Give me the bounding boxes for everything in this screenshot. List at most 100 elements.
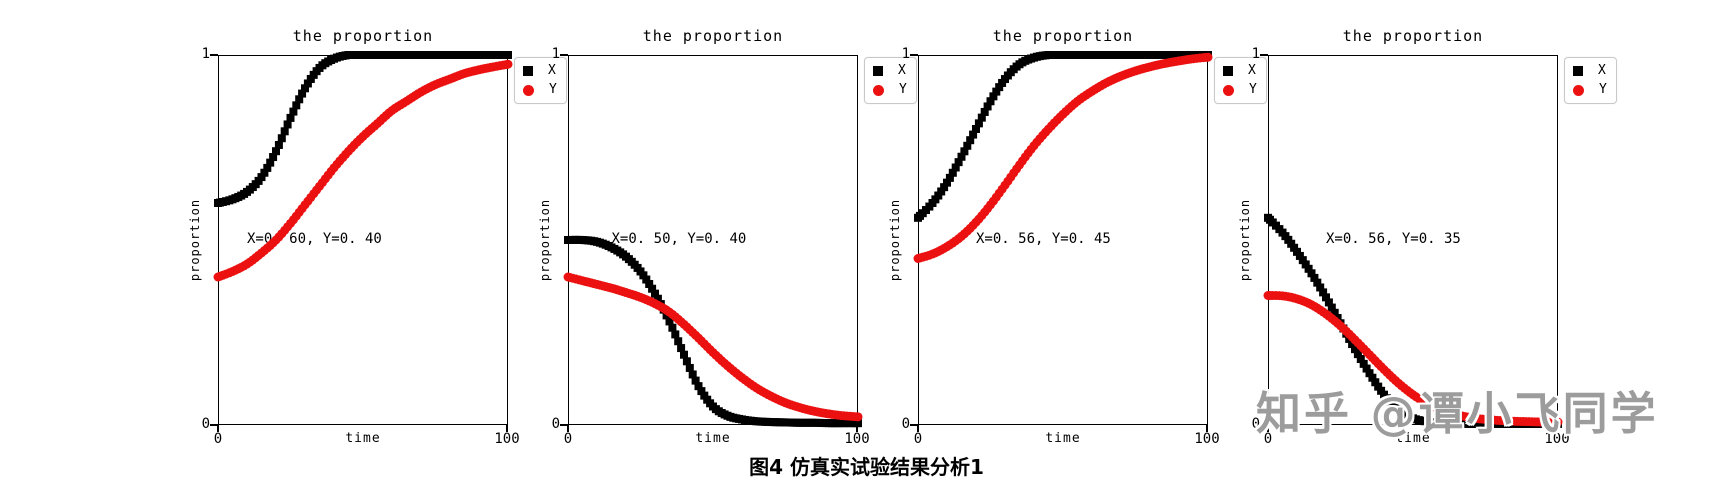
x-axis-label: time bbox=[345, 431, 381, 446]
x-tick-mark-right bbox=[856, 425, 858, 432]
legend-label-y: Y bbox=[1249, 82, 1257, 97]
black-square-marker-icon bbox=[1573, 66, 1583, 76]
y-series-curve bbox=[213, 59, 513, 282]
x-tick-mark-right bbox=[1556, 425, 1558, 432]
x-axis-label: time bbox=[695, 431, 731, 446]
y-tick-mark-top bbox=[1260, 54, 1268, 56]
black-square-marker-icon bbox=[523, 66, 533, 76]
initial-values-annotation: X=0. 50, Y=0. 40 bbox=[611, 231, 747, 247]
y-series-curve bbox=[913, 52, 1213, 263]
legend-item-y: Y bbox=[873, 82, 907, 98]
black-square-marker-icon bbox=[1223, 66, 1233, 76]
series-plot bbox=[563, 55, 863, 428]
y-axis-label: proportion bbox=[538, 198, 552, 282]
plot-spines bbox=[568, 55, 858, 425]
series-plot bbox=[913, 51, 1213, 425]
x-tick-label-left: 0 bbox=[913, 431, 923, 447]
legend-label-x: X bbox=[1598, 63, 1606, 78]
y-tick-mark-bottom bbox=[210, 424, 218, 426]
initial-values-annotation: X=0. 56, Y=0. 45 bbox=[976, 231, 1111, 247]
y-tick-label-top: 1 bbox=[901, 46, 910, 62]
red-circle-marker-icon bbox=[1223, 84, 1234, 96]
legend: X Y bbox=[864, 57, 917, 104]
chart-title: the proportion bbox=[642, 27, 784, 45]
x-tick-label-right: 100 bbox=[1194, 431, 1220, 447]
x-tick-mark-left bbox=[1267, 425, 1269, 432]
y-tick-label-bottom: 0 bbox=[201, 416, 210, 432]
y-axis-label: proportion bbox=[188, 198, 202, 282]
legend-item-x: X bbox=[873, 63, 907, 79]
legend-label-y: Y bbox=[899, 82, 907, 97]
legend-item-y: Y bbox=[523, 82, 557, 98]
red-circle-marker-icon bbox=[523, 84, 534, 96]
x-tick-mark-left bbox=[567, 425, 569, 432]
plot-area: X=0. 60, Y=0. 40 bbox=[213, 51, 513, 425]
watermark: 知乎 @谭小飞同学 bbox=[1256, 387, 1659, 440]
legend-item-x: X bbox=[1573, 63, 1607, 79]
chart-title: the proportion bbox=[992, 27, 1134, 45]
plot-area: X=0. 56, Y=0. 35 bbox=[1263, 55, 1563, 428]
y-axis-label: proportion bbox=[1238, 198, 1252, 282]
black-square-marker-icon bbox=[873, 66, 883, 76]
legend-label-y: Y bbox=[549, 82, 557, 97]
legend-item-y: Y bbox=[1223, 82, 1257, 98]
x-tick-mark-left bbox=[917, 425, 919, 432]
y-tick-mark-top bbox=[210, 54, 218, 56]
y-tick-mark-bottom bbox=[1260, 424, 1268, 426]
legend-label-x: X bbox=[898, 63, 906, 78]
legend-item-y: Y bbox=[1573, 82, 1607, 98]
series-plot bbox=[1263, 55, 1563, 428]
legend: X Y bbox=[1564, 57, 1617, 104]
chart-panel-2: the proportion proportion 1 0 0 100 time… bbox=[518, 0, 917, 480]
x-axis-label: time bbox=[1395, 431, 1431, 446]
x-tick-mark-left bbox=[217, 425, 219, 432]
plot-area: X=0. 56, Y=0. 45 bbox=[913, 51, 1213, 425]
y-tick-mark-top bbox=[560, 54, 568, 56]
y-tick-label-bottom: 0 bbox=[1251, 416, 1260, 432]
chart-panel-4: the proportion proportion 1 0 0 100 time… bbox=[1218, 0, 1617, 480]
legend-item-x: X bbox=[1223, 63, 1257, 79]
y-tick-label-top: 1 bbox=[551, 46, 560, 62]
chart-title: the proportion bbox=[292, 27, 434, 45]
y-tick-mark-bottom bbox=[560, 424, 568, 426]
red-circle-marker-icon bbox=[1573, 84, 1584, 96]
chart-title: the proportion bbox=[1342, 27, 1484, 45]
y-series-curve bbox=[563, 272, 863, 422]
x-series-curve bbox=[914, 51, 1212, 222]
x-tick-label-right: 100 bbox=[1544, 431, 1570, 447]
plot-area: X=0. 50, Y=0. 40 bbox=[563, 55, 863, 428]
legend-label-y: Y bbox=[1599, 82, 1607, 97]
legend-label-x: X bbox=[1248, 63, 1256, 78]
x-tick-label-right: 100 bbox=[494, 431, 520, 447]
plot-spines bbox=[218, 55, 508, 425]
chart-panel-3: the proportion proportion 1 0 0 100 time… bbox=[868, 0, 1267, 480]
x-tick-label-left: 0 bbox=[563, 431, 573, 447]
legend-item-x: X bbox=[523, 63, 557, 79]
legend: X Y bbox=[514, 57, 567, 104]
y-tick-label-bottom: 0 bbox=[901, 416, 910, 432]
initial-values-annotation: X=0. 56, Y=0. 35 bbox=[1326, 231, 1461, 247]
series-plot bbox=[213, 51, 513, 425]
x-series-curve bbox=[214, 51, 512, 207]
chart-panel-1: the proportion proportion 1 0 0 100 time… bbox=[168, 0, 567, 480]
x-series-curve bbox=[564, 235, 862, 428]
y-tick-mark-bottom bbox=[910, 424, 918, 426]
x-tick-label-right: 100 bbox=[844, 431, 870, 447]
x-tick-label-left: 0 bbox=[213, 431, 223, 447]
y-series-curve bbox=[1263, 290, 1563, 427]
legend: X Y bbox=[1214, 57, 1267, 104]
figure-caption: 图4 仿真实试验结果分析1 bbox=[749, 455, 984, 479]
x-tick-mark-right bbox=[1206, 425, 1208, 432]
y-tick-label-top: 1 bbox=[1251, 46, 1260, 62]
y-tick-label-top: 1 bbox=[201, 46, 210, 62]
plot-spines bbox=[1268, 55, 1558, 425]
x-axis-label: time bbox=[1045, 431, 1081, 446]
red-circle-marker-icon bbox=[873, 84, 884, 96]
y-tick-label-bottom: 0 bbox=[551, 416, 560, 432]
x-tick-mark-right bbox=[506, 425, 508, 432]
legend-label-x: X bbox=[548, 63, 556, 78]
y-tick-mark-top bbox=[910, 54, 918, 56]
y-axis-label: proportion bbox=[888, 198, 902, 282]
x-tick-label-left: 0 bbox=[1263, 431, 1273, 447]
